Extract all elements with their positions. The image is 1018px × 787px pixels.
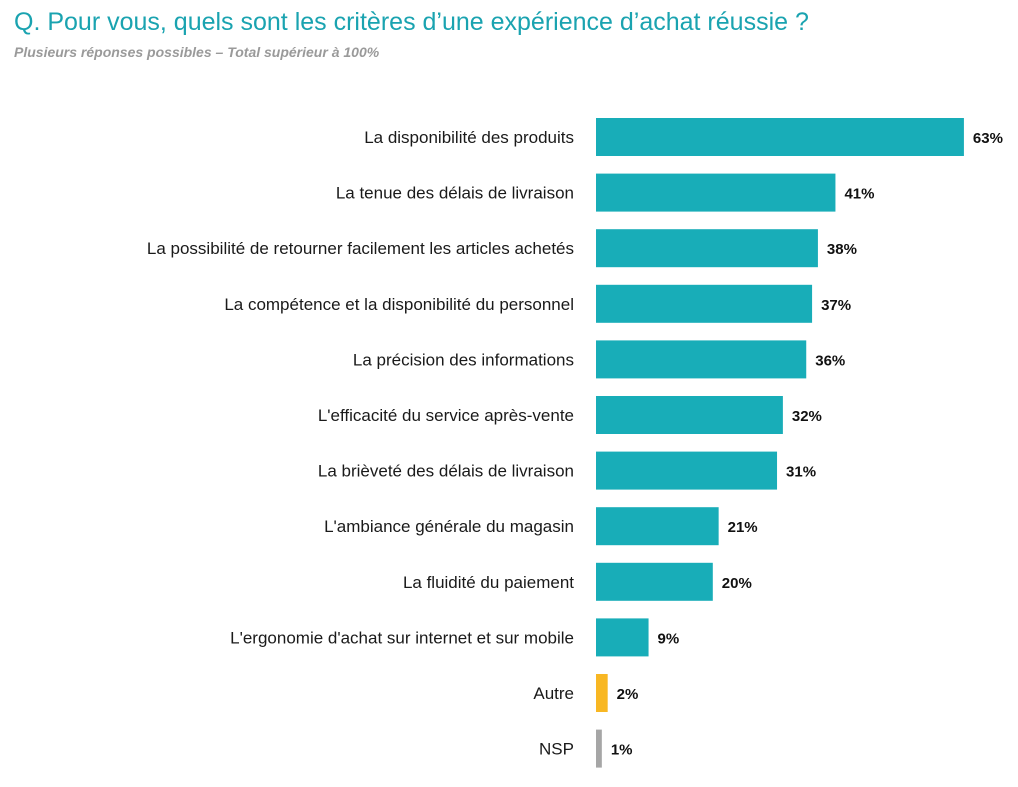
bar: [596, 729, 602, 768]
category-label: La précision des informations: [353, 350, 574, 369]
category-label: L'efficacité du service après-vente: [318, 406, 574, 425]
value-label: 41%: [844, 186, 874, 203]
value-label: 9%: [658, 630, 680, 647]
value-label: 32%: [792, 408, 822, 425]
value-label: 63%: [973, 130, 1003, 147]
category-label: La possibilité de retourner facilement l…: [147, 239, 574, 258]
category-label: La fluidité du paiement: [403, 573, 574, 592]
category-label: La tenue des délais de livraison: [336, 184, 574, 203]
value-label: 21%: [728, 519, 758, 536]
chart-subtitle: Plusieurs réponses possibles – Total sup…: [14, 44, 380, 60]
value-labels: 63% 41% 38% 37% 36% 32% 31% 21% 20% 9% 2% 1%: [611, 130, 1003, 759]
value-label: 20%: [722, 575, 752, 592]
value-label: 31%: [786, 464, 816, 481]
bar: [596, 562, 713, 601]
category-label: L'ambiance générale du magasin: [324, 517, 574, 536]
category-label: Autre: [533, 684, 574, 703]
value-label: 37%: [821, 297, 851, 314]
bar: [596, 229, 818, 268]
category-label: NSP: [539, 740, 574, 759]
category-labels: La disponibilité des produits La tenue de…: [147, 128, 574, 759]
bar: [596, 507, 719, 546]
value-label: 36%: [815, 352, 845, 369]
bar: [596, 284, 813, 323]
bar: [596, 173, 836, 212]
bar: [596, 618, 649, 657]
value-label: 1%: [611, 742, 633, 759]
bar: [596, 674, 608, 712]
bar: [596, 118, 964, 156]
value-label: 38%: [827, 241, 857, 258]
category-label: L'ergonomie d'achat sur internet et sur …: [230, 628, 574, 647]
bar: [596, 451, 778, 490]
category-label: La brièveté des délais de livraison: [318, 462, 574, 481]
bar: [596, 396, 783, 434]
category-label: La compétence et la disponibilité du per…: [224, 295, 574, 314]
value-label: 2%: [617, 686, 639, 703]
chart-title: Q. Pour vous, quels sont les critères d’…: [14, 8, 809, 36]
bars: [596, 118, 964, 768]
bar: [596, 340, 807, 379]
category-label: La disponibilité des produits: [364, 128, 574, 147]
